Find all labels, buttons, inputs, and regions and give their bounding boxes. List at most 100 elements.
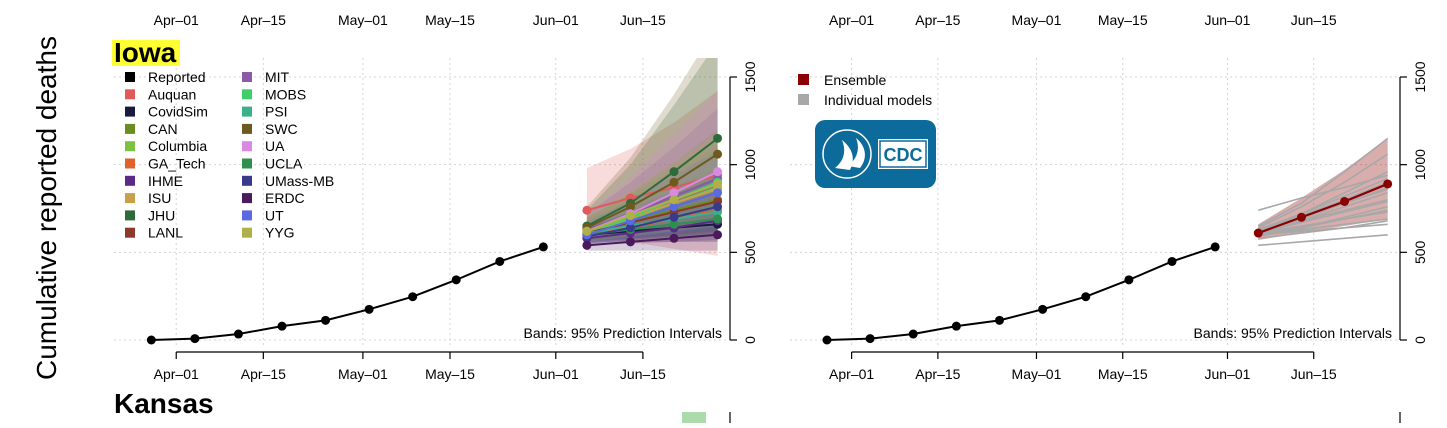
- forecast-point-SWC-2: [669, 177, 679, 187]
- state-title-iowa: Iowa: [114, 37, 177, 68]
- reported-point-2: [908, 329, 918, 339]
- individual-model-line-17: [1258, 191, 1388, 236]
- individual-model-line-16: [1258, 234, 1388, 247]
- individual-model-line-9: [1258, 177, 1388, 231]
- y-axis-label: Cumulative reported deaths: [31, 36, 62, 380]
- forecast-line-JHU: [586, 137, 719, 227]
- forecast-point-ERDC-1: [625, 237, 635, 247]
- y-tick-label-2: 1000: [1412, 149, 1428, 180]
- top-tick-label-1: Apr–15: [241, 12, 286, 28]
- legend-swatch-YYG: [242, 227, 252, 238]
- eagle-icon: [835, 138, 865, 170]
- individual-model-line-5: [1258, 219, 1388, 240]
- forecast-point-JHU-2: [669, 167, 679, 177]
- forecast-point-UCLA-3: [713, 214, 723, 224]
- legend-swatch-UMass-MB: [242, 175, 252, 186]
- reported-series: [146, 242, 548, 345]
- x-tick-label-0: Apr–01: [829, 366, 874, 382]
- legend-swatch-MIT: [242, 72, 252, 82]
- ensemble-point-2: [1340, 196, 1350, 206]
- legend-label-JHU: JHU: [148, 207, 175, 223]
- legend-label-MOBS: MOBS: [265, 86, 306, 102]
- forecast-point-YYG-2: [669, 195, 679, 205]
- state-title-highlight: [112, 40, 180, 66]
- legend-label-Columbia: Columbia: [148, 138, 207, 154]
- panel-iowa-ensemble: Apr–01 Apr–15 May–01 May–15 Jun–01 Jun–15 0 500…: [790, 58, 1428, 382]
- legend-label-UA: UA: [265, 138, 285, 154]
- top-tick-label-1: Apr–15: [915, 12, 960, 28]
- legend-swatch-PSI: [242, 106, 252, 117]
- x-tick-label-2: May–01: [338, 366, 388, 382]
- forecast-point-YYG-1: [625, 211, 635, 221]
- ensemble-point-3: [1383, 179, 1393, 189]
- forecast-point-Auquan-0: [582, 205, 592, 215]
- ensemble-line: [1257, 182, 1389, 235]
- top-tick-label-2: May–01: [1012, 12, 1062, 28]
- ensemble-point-1: [1296, 212, 1306, 222]
- legend-swatch-GA_Tech: [125, 158, 135, 169]
- legend-label-SWC: SWC: [265, 121, 298, 137]
- legend: Ensemble Individual models: [798, 72, 932, 108]
- y-tick-label-2: 1000: [742, 149, 758, 180]
- reported-point-3: [951, 321, 961, 331]
- reported-point-7: [451, 275, 461, 285]
- top-tick-label-0: Apr–01: [829, 12, 874, 28]
- legend-swatch-individual-models: [798, 94, 809, 105]
- reported-point-5: [364, 304, 374, 314]
- reported-point-7: [1124, 275, 1134, 285]
- forecast-line-UT: [586, 191, 718, 236]
- x-tick-label-0: Apr–01: [154, 366, 199, 382]
- forecast-point-SWC-1: [625, 202, 635, 212]
- legend-swatch-UCLA: [242, 158, 252, 169]
- x-tick-label-1: Apr–15: [241, 366, 286, 382]
- reported-point-9: [1210, 242, 1220, 252]
- reported-point-8: [495, 256, 505, 266]
- legend-label-CovidSim: CovidSim: [148, 104, 208, 120]
- legend-label-CAN: CAN: [148, 121, 178, 137]
- ensemble-series: [1253, 179, 1393, 238]
- individual-model-line-4: [1258, 209, 1388, 236]
- x-tick-label-5: Jun–15: [620, 366, 666, 382]
- reported-point-4: [321, 315, 331, 325]
- reported-point-5: [1038, 304, 1048, 314]
- legend-swatch-CAN: [125, 123, 135, 134]
- reported-point-8: [1167, 256, 1177, 266]
- top-tick-label-0: Apr–01: [154, 12, 199, 28]
- legend-label-PSI: PSI: [265, 104, 288, 120]
- legend-swatch-Auquan: [125, 89, 135, 100]
- legend-label-individual-models: Individual models: [824, 92, 932, 108]
- x-tick-label-4: Jun–01: [1205, 366, 1251, 382]
- legend-swatch-UT: [242, 210, 252, 221]
- forecast-line-IHME: [586, 219, 718, 240]
- individual-model-line-7: [1257, 137, 1389, 227]
- individual-model-line-12: [1257, 153, 1389, 229]
- forecast-line-YYG: [586, 183, 718, 233]
- top-tick-label-5: Jun–15: [620, 12, 666, 28]
- forecast-point-YYG-0: [582, 226, 592, 236]
- reported-point-6: [1081, 292, 1091, 302]
- reported-point-1: [865, 334, 875, 344]
- top-tick-label-2: May–01: [338, 12, 388, 28]
- forecast-point-ERDC-2: [669, 233, 679, 243]
- legend-label-ensemble: Ensemble: [824, 72, 886, 88]
- reported-point-2: [233, 329, 243, 339]
- x-tick-label-1: Apr–15: [915, 366, 960, 382]
- legend-swatch-Reported: [125, 72, 135, 82]
- forecast-line-ERDC: [586, 233, 718, 247]
- forecast-point-UMass-MB-3: [713, 202, 723, 212]
- legend-label-UCLA: UCLA: [265, 156, 303, 172]
- individual-model-line-1: [1258, 223, 1388, 236]
- x-tick-label-2: May–01: [1012, 366, 1062, 382]
- next-panel-band-fragment: [682, 412, 706, 423]
- legend-label-ISU: ISU: [148, 190, 171, 206]
- forecast-point-UMass-MB-2: [669, 212, 679, 222]
- reported-point-6: [408, 292, 418, 302]
- y-tick-label-0: 0: [742, 336, 758, 344]
- legend-label-MIT: MIT: [265, 69, 290, 85]
- reported-series: [822, 242, 1220, 345]
- x-tick-label-4: Jun–01: [533, 366, 579, 382]
- top-tick-labels-right: Apr–01 Apr–15 May–01 May–15 Jun–01 Jun–15: [829, 12, 1337, 28]
- y-tick-label-1: 500: [742, 240, 758, 264]
- axes: Apr–01 Apr–15 May–01 May–15 Jun–01 Jun–15 0 500…: [829, 61, 1428, 382]
